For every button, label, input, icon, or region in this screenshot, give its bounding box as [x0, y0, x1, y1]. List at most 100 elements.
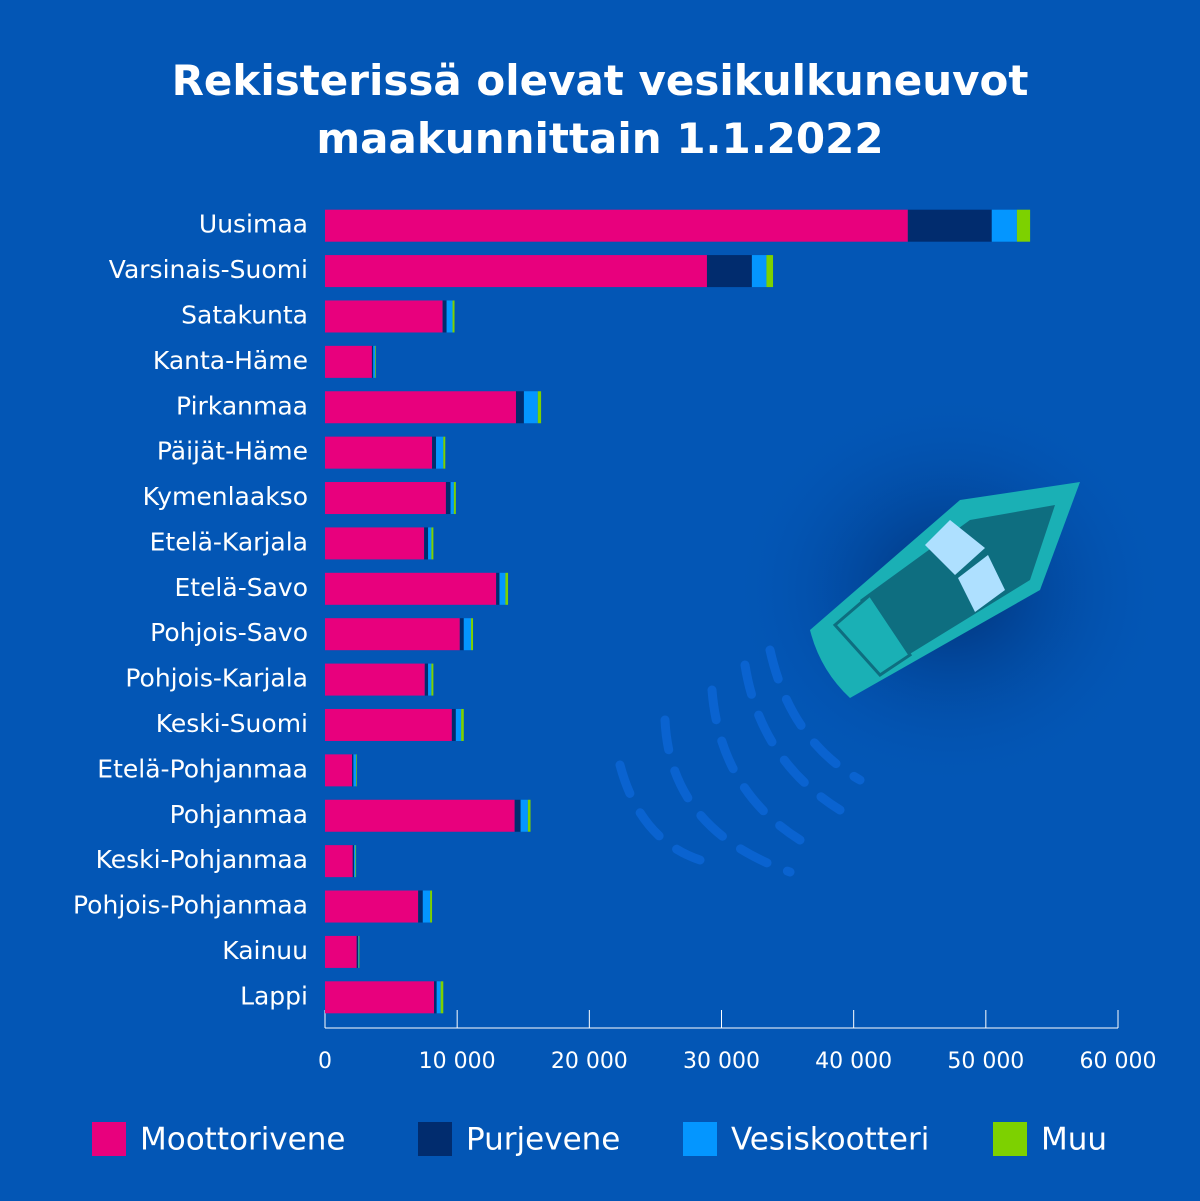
bar-segment: [436, 981, 441, 1014]
bar-segment: [358, 935, 359, 968]
bar-segment: [325, 890, 419, 923]
x-tick-label: 0: [318, 1049, 332, 1074]
bar-segment: [434, 981, 437, 1014]
bar-segment: [463, 618, 472, 651]
bar-segment: [325, 708, 452, 741]
y-tick-label: Pohjois-Karjala: [125, 664, 308, 693]
y-tick-label: Lappi: [240, 981, 308, 1010]
y-tick-label: Pohjois-Pohjanmaa: [73, 891, 308, 920]
bar-segment: [751, 255, 767, 288]
bar-segment: [325, 799, 515, 832]
bar-segment: [325, 209, 908, 242]
legend-label: Purjevene: [466, 1122, 620, 1158]
bar-segment: [352, 754, 354, 787]
bar-segment: [766, 255, 774, 288]
bar-segment: [432, 436, 437, 469]
y-tick-label: Pohjois-Savo: [150, 618, 308, 647]
bar-segment: [424, 527, 429, 560]
x-tick-label: 20 000: [551, 1049, 628, 1074]
bar-segment: [325, 527, 425, 560]
bar-segment: [461, 708, 464, 741]
x-tick-label: 40 000: [815, 1049, 892, 1074]
bar-segment: [515, 391, 524, 424]
bar-segment: [452, 300, 455, 333]
y-tick-label: Kainuu: [222, 936, 308, 965]
y-tick-label: Päijät-Häme: [157, 437, 308, 466]
bar-segment: [325, 345, 372, 378]
x-tick-label: 10 000: [419, 1049, 496, 1074]
bar-segment: [451, 708, 456, 741]
bar-segment: [450, 482, 454, 515]
bar-segment: [527, 799, 531, 832]
bar-segment: [471, 618, 474, 651]
y-tick-label: Varsinais-Suomi: [109, 255, 308, 284]
bar-segment: [453, 482, 456, 515]
bar-segment: [428, 527, 432, 560]
bar-segment: [514, 799, 521, 832]
bar-segment: [373, 345, 376, 378]
y-tick-label: Etelä-Savo: [174, 573, 308, 602]
bar-segment: [499, 572, 506, 605]
bar-segment: [428, 663, 432, 696]
y-tick-label: Etelä-Karjala: [150, 527, 308, 556]
bar-segment: [430, 890, 433, 923]
bar-segment: [325, 255, 707, 288]
legend-label: Muu: [1041, 1122, 1107, 1158]
bar-segment: [907, 209, 992, 242]
y-tick-label: Kanta-Häme: [153, 346, 308, 375]
bar-segment: [356, 935, 359, 968]
y-tick-label: Pohjanmaa: [170, 800, 308, 829]
bar-segment: [325, 663, 425, 696]
y-tick-label: Keski-Pohjanmaa: [96, 845, 308, 874]
y-tick-label: Etelä-Pohjanmaa: [97, 754, 308, 783]
bar-segment: [422, 890, 431, 923]
bar-segment: [325, 981, 435, 1014]
chart-title: Rekisterissä olevat vesikulkuneuvot maak…: [171, 56, 1029, 163]
legend-label: Vesiskootteri: [731, 1122, 929, 1158]
bar-segment: [459, 618, 464, 651]
bar-segment: [431, 527, 434, 560]
bar-segment: [418, 890, 423, 923]
bar-segment: [445, 482, 451, 515]
bar-segment: [505, 572, 509, 605]
bar-segment: [371, 345, 374, 378]
bar-segment: [325, 754, 353, 787]
bar-segment: [436, 436, 444, 469]
x-tick-label: 30 000: [683, 1049, 760, 1074]
bar-segment: [355, 845, 357, 878]
bar-segment: [325, 845, 353, 878]
bar-segment: [375, 345, 376, 378]
y-tick-label: Keski-Suomi: [156, 709, 308, 738]
legend-swatch: [683, 1122, 717, 1156]
x-tick-label: 60 000: [1080, 1049, 1157, 1074]
bar-segment: [325, 391, 516, 424]
boat-illustration: [615, 390, 1170, 877]
bar-segment: [356, 754, 357, 787]
bar-segment: [1016, 209, 1031, 242]
bar-segment: [496, 572, 500, 605]
bar-segment: [354, 845, 356, 878]
bar-segment: [325, 618, 460, 651]
bar-segment: [440, 981, 444, 1014]
y-tick-label: Pirkanmaa: [176, 391, 308, 420]
bar-segment: [706, 255, 752, 288]
legend-label: Moottorivene: [140, 1122, 345, 1158]
bar-segment: [325, 436, 433, 469]
bar-segment: [325, 935, 357, 968]
bar-segment: [325, 482, 446, 515]
bar-segment: [352, 845, 355, 878]
bar-segment: [424, 663, 429, 696]
legend-swatch: [92, 1122, 126, 1156]
bar-segment: [442, 300, 447, 333]
legend-swatch: [993, 1122, 1027, 1156]
bar-segment: [523, 391, 538, 424]
bar-segment: [325, 572, 497, 605]
legend-swatch: [418, 1122, 452, 1156]
bar-segment: [991, 209, 1017, 242]
bar-segment: [443, 436, 446, 469]
y-tick-label: Satakunta: [181, 300, 308, 329]
bar-segment: [446, 300, 453, 333]
bar-segment: [537, 391, 542, 424]
